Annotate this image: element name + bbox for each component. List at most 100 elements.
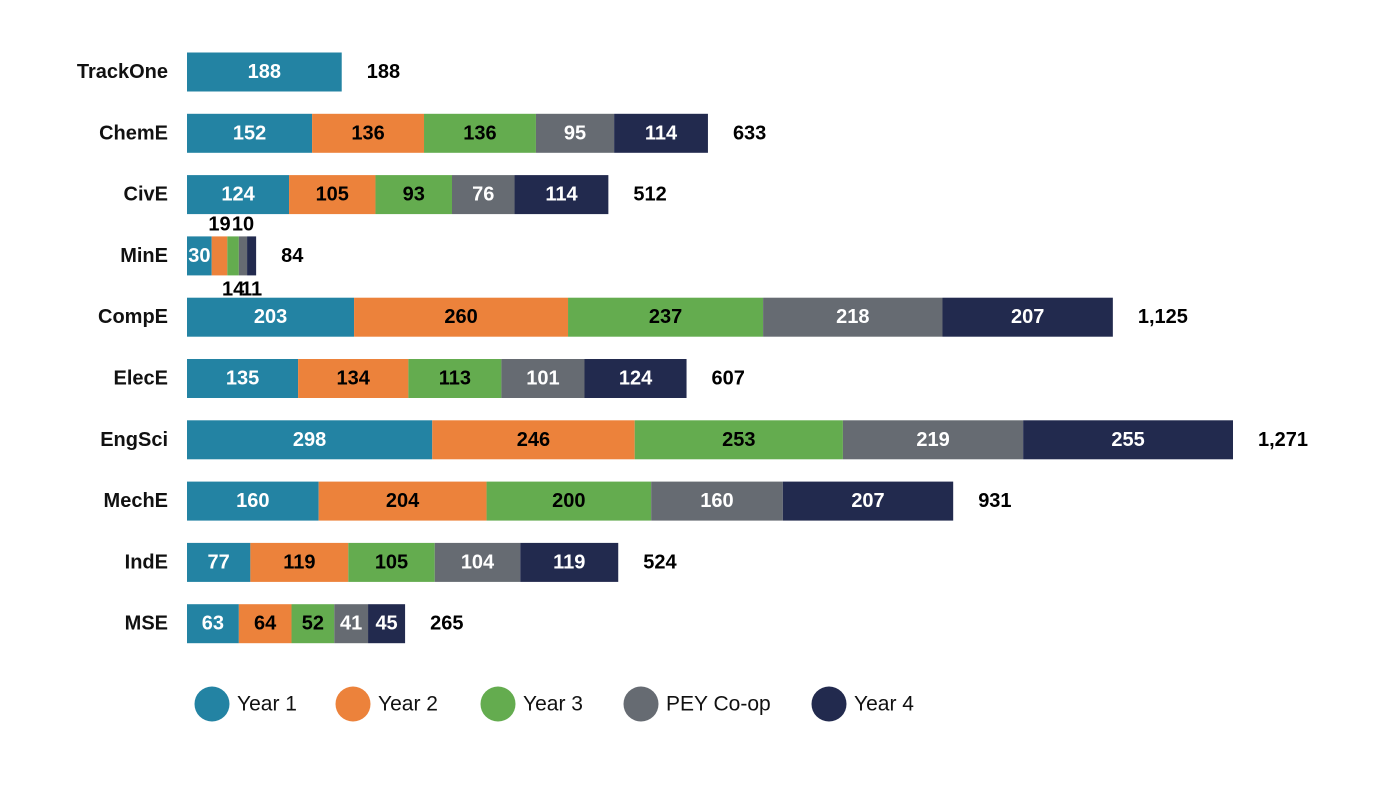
legend-label: Year 4 (854, 693, 914, 716)
bar-segment-year-3 (634, 420, 843, 460)
category-label: IndE (125, 551, 168, 573)
data-label: 204 (386, 490, 420, 512)
legend-swatch (335, 686, 371, 722)
total-label: 188 (367, 61, 400, 83)
bar-segment-year-4 (520, 542, 619, 582)
bar-segment-year-3 (291, 604, 335, 644)
category-label: MechE (104, 490, 168, 512)
data-label: 134 (337, 368, 371, 390)
data-label: 11 (241, 278, 262, 300)
data-label: 10 (232, 213, 254, 235)
total-label: 1,271 (1258, 429, 1308, 451)
bar-segment-year-1 (187, 175, 290, 215)
total-label: 607 (712, 368, 745, 390)
legend-item-year-2: Year 2 (335, 686, 438, 722)
category-label: CompE (98, 306, 168, 328)
bar-segment-pey-co-op (763, 297, 943, 337)
category-label: EngSci (100, 429, 168, 451)
data-label: 30 (188, 245, 210, 267)
bar-segment-year-2 (250, 542, 349, 582)
bars-layer: TrackOne 188 188 ChemE 152 136 136 95 114 633 CivE… (77, 52, 1308, 644)
data-label: 207 (851, 490, 884, 512)
legend-swatch (811, 686, 847, 722)
bar-segment-year-4 (247, 236, 257, 276)
category-label: ElecE (114, 368, 168, 390)
data-label: 119 (283, 551, 315, 573)
legend-swatch (623, 686, 659, 722)
bar-segment-year-4 (942, 297, 1113, 337)
data-label: 105 (375, 551, 408, 573)
legend-label: Year 3 (523, 693, 583, 716)
category-label: MSE (125, 613, 168, 635)
total-label: 633 (733, 122, 766, 144)
bar-segment-year-2 (211, 236, 228, 276)
bar-segment-year-4 (368, 604, 406, 644)
total-label: 1,125 (1138, 306, 1188, 328)
total-label: 931 (978, 490, 1011, 512)
bar-row-compe: CompE 203 260 237 218 207 1,125 (98, 297, 1188, 337)
bar-segment-year-1 (187, 359, 299, 398)
bar-segment-year-2 (289, 175, 376, 215)
bar-row-cive: CivE 124 105 93 76 114 512 (124, 175, 667, 215)
data-label: 135 (226, 368, 259, 390)
data-label: 207 (1011, 306, 1044, 328)
data-label: 52 (302, 613, 324, 635)
data-label: 76 (472, 184, 494, 206)
legend-item-pey-co-op: PEY Co-op (623, 686, 771, 722)
bar-segment-year-1 (187, 542, 251, 582)
data-label: 104 (461, 551, 495, 573)
total-label: 512 (633, 184, 666, 206)
data-label: 260 (444, 306, 477, 328)
data-label: 119 (553, 551, 585, 573)
legend-label: PEY Co-op (666, 693, 771, 716)
bar-segment-year-1 (187, 481, 319, 521)
data-label: 95 (564, 122, 586, 144)
data-label: 253 (722, 429, 755, 451)
data-label: 298 (293, 429, 326, 451)
bar-segment-year-3 (375, 175, 452, 215)
bar-segment-year-4 (584, 359, 687, 398)
data-label: 114 (645, 122, 678, 144)
data-label: 41 (340, 613, 362, 635)
bar-segment-pey-co-op (238, 236, 248, 276)
bar-segment-year-4 (514, 175, 609, 215)
bar-segment-pey-co-op (434, 542, 521, 582)
bar-segment-pey-co-op (501, 359, 585, 398)
bar-segment-year-1 (187, 113, 313, 153)
bar-segment-year-3 (348, 542, 435, 582)
category-label: MinE (120, 245, 168, 267)
bar-segment-year-2 (318, 481, 487, 521)
data-label: 160 (700, 490, 733, 512)
data-label: 246 (517, 429, 550, 451)
data-label: 114 (545, 184, 578, 206)
data-label: 101 (526, 368, 559, 390)
bar-segment-year-1 (187, 604, 239, 644)
bar-segment-year-3 (424, 113, 536, 153)
total-label: 524 (643, 551, 677, 573)
legend-label: Year 2 (378, 693, 438, 716)
bar-segment-pey-co-op (842, 420, 1024, 460)
legend-item-year-1: Year 1 (194, 686, 297, 722)
bar-row-trackone: TrackOne 188 188 (77, 52, 400, 92)
data-label: 64 (254, 613, 277, 635)
data-label: 203 (254, 306, 287, 328)
legend: Year 1 Year 2 Year 3 PEY Co-op Year 4 (194, 686, 914, 722)
data-label: 160 (236, 490, 269, 512)
data-label: 93 (403, 184, 425, 206)
bar-segment-year-3 (568, 297, 764, 337)
data-label: 77 (208, 551, 230, 573)
bar-segment-year-2 (312, 113, 425, 153)
data-label: 136 (463, 122, 496, 144)
legend-item-year-3: Year 3 (480, 686, 583, 722)
total-label: 84 (281, 245, 304, 267)
bar-segment-year-2 (354, 297, 569, 337)
data-label: 237 (649, 306, 682, 328)
bar-segment-year-1 (187, 297, 355, 337)
data-label: 200 (552, 490, 585, 512)
bar-segment-year-2 (238, 604, 292, 644)
legend-swatch (480, 686, 516, 722)
bar-segment-year-3 (486, 481, 652, 521)
legend-swatch (194, 686, 230, 722)
bar-segment-pey-co-op (535, 113, 615, 153)
data-label: 63 (202, 613, 224, 635)
